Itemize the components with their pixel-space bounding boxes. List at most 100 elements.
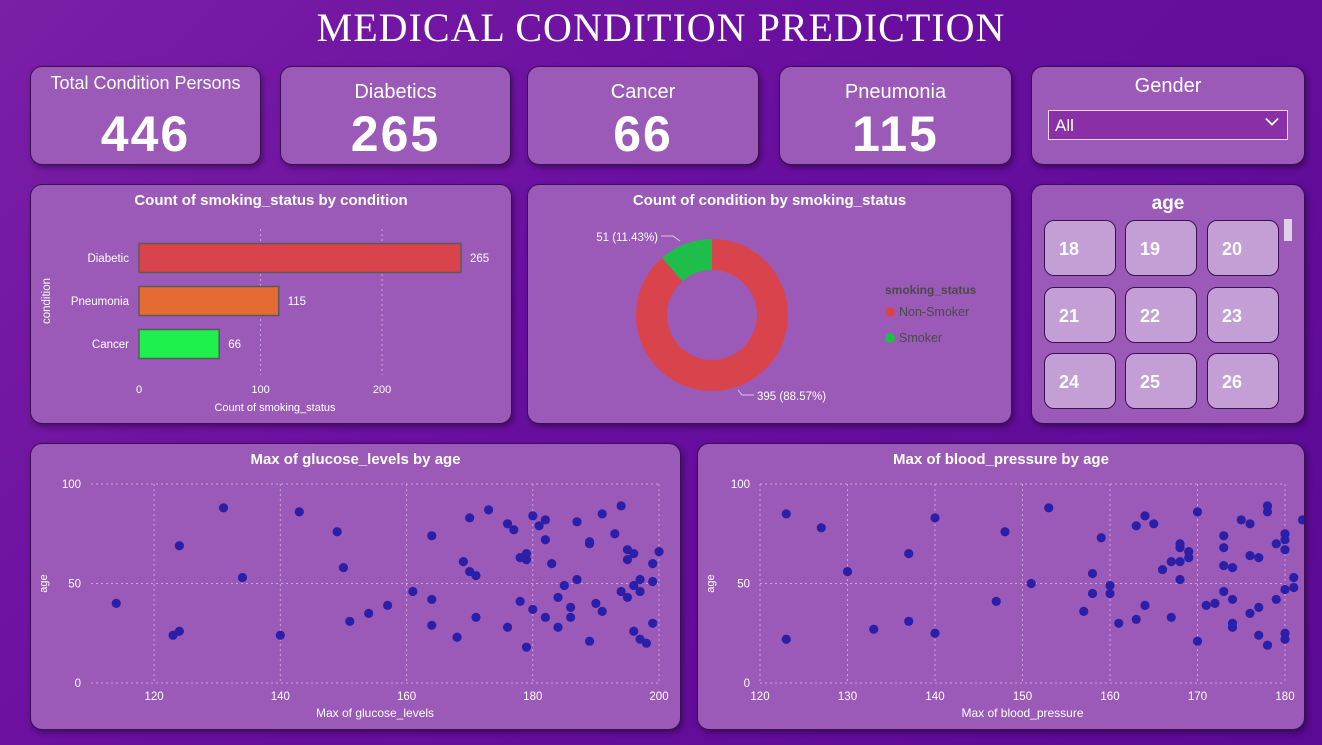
scatter-point bbox=[1044, 503, 1054, 513]
scatter-point bbox=[502, 622, 513, 632]
age-tile[interactable]: 26 bbox=[1207, 353, 1279, 409]
scatter-point bbox=[427, 594, 437, 605]
leader-line bbox=[661, 235, 681, 242]
bp-scatter-card: Max of blood_pressure by age 120 130 140 15… bbox=[697, 443, 1305, 730]
scatter-point bbox=[930, 628, 940, 638]
age-slicer-label: age bbox=[1151, 193, 1185, 214]
age-tile[interactable]: 21 bbox=[1044, 287, 1116, 343]
legend-title: smoking_status bbox=[885, 283, 977, 297]
scatter-point bbox=[408, 586, 418, 597]
scatter-point bbox=[1140, 600, 1150, 610]
kpi-value: 66 bbox=[613, 106, 673, 162]
scatter-point bbox=[345, 616, 355, 626]
scatter-point bbox=[1280, 584, 1290, 595]
kpi-value: 446 bbox=[100, 106, 191, 162]
scatter-point bbox=[572, 517, 582, 527]
age-tile[interactable]: 24 bbox=[1044, 353, 1116, 409]
age-tile[interactable]: 18 bbox=[1044, 220, 1116, 276]
scatter-point bbox=[1227, 562, 1238, 573]
x-tick-label: 180 bbox=[523, 691, 542, 703]
scatter-point bbox=[1192, 507, 1203, 517]
bar-chart-title: Count of smoking_status by condition bbox=[134, 192, 408, 209]
x-tick-label: 130 bbox=[838, 691, 857, 703]
age-tile[interactable]: 19 bbox=[1125, 220, 1197, 276]
scatter-point bbox=[540, 535, 550, 545]
donut-chart-title: Count of condition by smoking_status bbox=[632, 192, 907, 209]
slice-label: 51 (11.43%) bbox=[596, 232, 658, 244]
scatter-point bbox=[1157, 564, 1168, 575]
scatter-point bbox=[1219, 531, 1229, 541]
scatter-point bbox=[452, 632, 462, 642]
scatter-point bbox=[1184, 547, 1194, 557]
donut-slice bbox=[636, 239, 788, 391]
scatter-point bbox=[111, 598, 121, 608]
y-tick-label: 50 bbox=[68, 579, 81, 591]
gender-slicer-label: Gender bbox=[1134, 75, 1202, 97]
age-tile[interactable]: 22 bbox=[1125, 287, 1197, 343]
glucose-scatter-card: Max of glucose_levels by age 120 140 160 18… bbox=[30, 443, 681, 730]
donut-slice bbox=[661, 239, 712, 282]
scatter-point bbox=[559, 580, 569, 591]
scatter-point bbox=[1149, 519, 1159, 529]
scatter-point bbox=[635, 574, 645, 585]
gender-dropdown-value: All bbox=[1055, 116, 1074, 135]
scatter-point bbox=[1087, 588, 1098, 599]
scatter-point bbox=[1280, 628, 1290, 638]
age-tile[interactable]: 20 bbox=[1207, 220, 1279, 276]
gender-slicer: Gender All bbox=[1031, 66, 1305, 165]
legend-marker bbox=[885, 333, 895, 343]
scatter-point bbox=[1079, 606, 1089, 616]
scatter-point bbox=[648, 618, 658, 628]
scatter-point bbox=[534, 521, 544, 531]
y-tick-label: 100 bbox=[62, 479, 81, 491]
scatter-point bbox=[629, 580, 639, 591]
scatter-point bbox=[1280, 529, 1290, 539]
scatter-point bbox=[553, 592, 563, 603]
gender-dropdown[interactable]: All bbox=[1048, 110, 1288, 140]
scatter-point bbox=[597, 509, 607, 519]
age-tile[interactable]: 23 bbox=[1207, 287, 1279, 343]
scatter-point bbox=[591, 598, 601, 608]
x-tick-label: 120 bbox=[750, 691, 769, 703]
scatter-point bbox=[294, 507, 304, 517]
slice-label: 395 (88.57%) bbox=[757, 391, 826, 403]
scatter-point bbox=[1219, 586, 1229, 597]
scatter-point bbox=[174, 541, 184, 551]
scatter-point bbox=[1140, 511, 1150, 521]
y-tick-label: 0 bbox=[75, 678, 81, 690]
scatter-point bbox=[781, 634, 791, 644]
scatter-point bbox=[540, 515, 550, 525]
scatter-point bbox=[842, 566, 853, 577]
scatter-point bbox=[566, 602, 576, 612]
scatter-point bbox=[1254, 630, 1264, 640]
y-tick-label: 50 bbox=[737, 579, 750, 591]
scatter-point bbox=[1271, 594, 1281, 605]
bar bbox=[138, 328, 220, 360]
chevron-down-icon bbox=[1265, 117, 1279, 126]
scatter-point bbox=[1105, 580, 1115, 591]
scatter-point bbox=[275, 630, 285, 640]
age-tile[interactable]: 25 bbox=[1125, 353, 1197, 409]
page-title: MEDICAL CONDITION PREDICTION bbox=[316, 5, 1006, 50]
scatter-point bbox=[1192, 636, 1203, 646]
scatter-point bbox=[174, 626, 184, 636]
kpi-label: Cancer bbox=[610, 81, 676, 103]
scatter-point bbox=[1297, 515, 1304, 525]
scatter-point bbox=[332, 527, 342, 537]
glucose-scatter-chart: 120 140 160 180 200 0 50 100 Max of glucose_leve… bbox=[38, 479, 669, 720]
donut-chart-card: Count of condition by smoking_status 395… bbox=[527, 184, 1012, 424]
scatter-point bbox=[218, 503, 229, 513]
scatter-point bbox=[991, 596, 1001, 607]
scatter-point bbox=[584, 636, 595, 646]
scatter-point bbox=[383, 600, 393, 610]
y-tick-label: 0 bbox=[744, 678, 750, 690]
glucose-scatter-title: Max of glucose_levels by age bbox=[250, 451, 461, 468]
age-slicer-scrollbar[interactable] bbox=[1284, 219, 1292, 241]
scatter-point bbox=[515, 596, 525, 607]
scatter-point bbox=[1219, 543, 1229, 553]
x-tick-label: 200 bbox=[649, 691, 668, 703]
scatter-point bbox=[629, 626, 639, 636]
legend-marker bbox=[885, 307, 895, 317]
bar-chart-card: Count of smoking_status by condition 0 10… bbox=[30, 184, 512, 424]
x-tick-label: 170 bbox=[1188, 691, 1207, 703]
